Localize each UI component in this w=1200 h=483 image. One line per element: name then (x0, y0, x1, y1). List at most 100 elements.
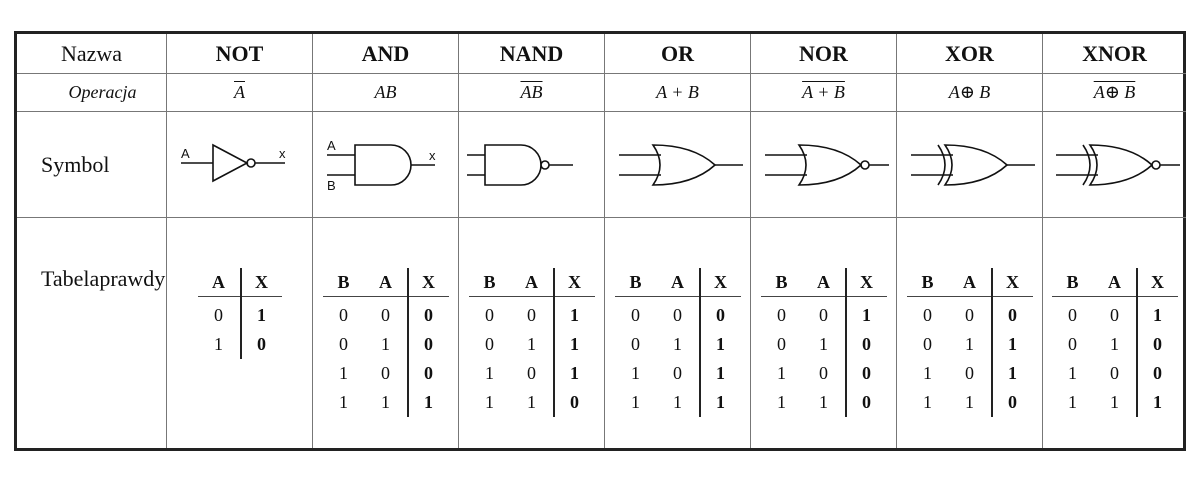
truth-table-input: 0 (214, 305, 223, 325)
truth-table-input: 1 (673, 392, 682, 412)
operation-expression: A + B (656, 82, 699, 102)
inversion-bubble (1150, 159, 1161, 170)
row-label-truth-table: Tabela prawdy (17, 218, 167, 448)
row-label-operation: Operacja (17, 74, 167, 112)
truth-table-output: 1 (552, 296, 595, 330)
truth-table-header: X (698, 268, 741, 297)
truth-table-input: 1 (339, 392, 348, 412)
truth-table-input: 1 (673, 334, 682, 354)
truth-table-input: 0 (819, 305, 828, 325)
inversion-bubble (859, 159, 870, 170)
truth-table-output: 0 (1135, 359, 1178, 388)
truth-table-output: 0 (1135, 330, 1178, 359)
symbol-xnor (1043, 112, 1186, 218)
truth-table-header: A (197, 268, 241, 297)
gate-name-nor: NOR (751, 34, 897, 74)
inversion-bubble (539, 159, 550, 170)
nand-gate-icon (466, 143, 573, 186)
operation-xor: A⊕ B (897, 74, 1043, 112)
truth-table-input: 0 (965, 305, 974, 325)
truth-table-input: 0 (1068, 334, 1077, 354)
truth-table-input: 1 (923, 392, 932, 412)
truth-table-header: B (468, 268, 511, 297)
truth-table-header: B (322, 268, 365, 297)
input-label-a: A (327, 138, 336, 153)
truth-table-output: 0 (844, 330, 887, 359)
logic-gates-grid: Nazwa NOT AND NAND OR NOR XOR XNOR Operacja A AB A… (17, 34, 1186, 448)
operation-xnor: A⊕ B (1043, 74, 1186, 112)
truth-table-input: 0 (1110, 363, 1119, 383)
truth-table-input: 0 (631, 334, 640, 354)
operation-nor: A + B (751, 74, 897, 112)
truth-table-input: 1 (214, 334, 223, 354)
gate-name-or: OR (605, 34, 751, 74)
xor-extra-curve (936, 144, 946, 185)
truth-table-input: 1 (485, 392, 494, 412)
gate-name-xnor: XNOR (1043, 34, 1186, 74)
truth-table-header: X (552, 268, 595, 297)
truth-table-input: 1 (1068, 392, 1077, 412)
truth-table-output: 1 (698, 388, 741, 417)
operation-expression: A⊕ B (948, 82, 991, 102)
gate-name-and: AND (313, 34, 459, 74)
xor-gate-body-icon (942, 143, 1008, 186)
truth-table-input: 1 (527, 392, 536, 412)
operation-expression: A + B (802, 82, 845, 102)
truth-table-input: 0 (381, 305, 390, 325)
nand-gate-body-icon (483, 143, 542, 186)
truth-table-input: 1 (965, 392, 974, 412)
or-gate-icon (618, 143, 743, 186)
row-label-symbol: Symbol (17, 112, 167, 218)
gate-name-not: NOT (167, 34, 313, 74)
symbol-xor (897, 112, 1043, 218)
truth-table-input: 0 (777, 334, 786, 354)
operation-and: AB (313, 74, 459, 112)
truth-table-input: 1 (381, 334, 390, 354)
truth-table-input: 0 (923, 334, 932, 354)
truth-table-output: 1 (1135, 296, 1178, 330)
truth-table-input: 1 (965, 334, 974, 354)
truth-table-header: A (510, 268, 554, 297)
truth-table-output: 0 (406, 330, 449, 359)
truth-table-input: 0 (673, 305, 682, 325)
truth-table-input: 1 (819, 392, 828, 412)
truth-table-output: 1 (698, 359, 741, 388)
truth-table-header: X (406, 268, 449, 297)
truth-table-label-line1: Tabela (41, 266, 100, 291)
truth-table-header: X (1135, 268, 1178, 297)
or-gate-body-icon (650, 143, 716, 186)
truth-table-output: 0 (990, 296, 1033, 330)
truth-table-header: X (239, 268, 282, 297)
truth-table-input: 1 (777, 363, 786, 383)
truth-table-input: 1 (485, 363, 494, 383)
truth-table-output: 0 (990, 388, 1033, 417)
output-label-x: x (429, 148, 436, 163)
